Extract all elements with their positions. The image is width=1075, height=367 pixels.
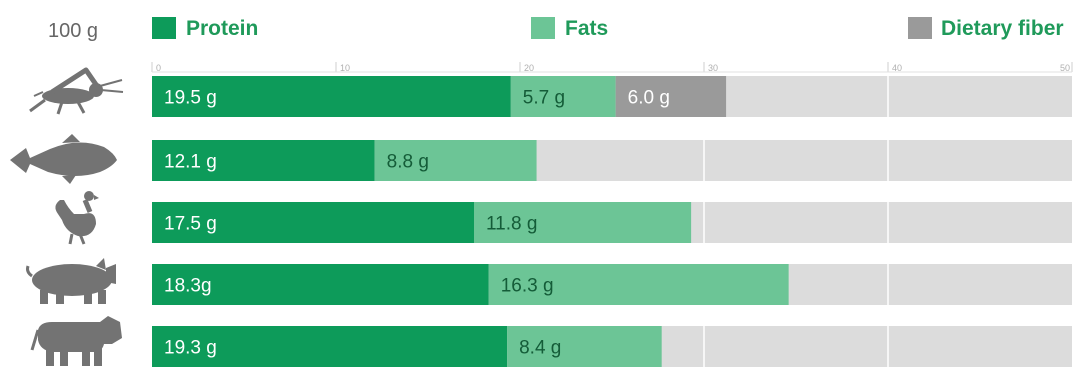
tick-label: 40 — [892, 63, 902, 73]
bar-segment-fats — [374, 140, 537, 181]
bar-segment-protein — [152, 76, 511, 117]
tick-label: 0 — [156, 63, 161, 73]
data-label: 19.5 g — [164, 88, 217, 109]
legend-swatch-protein — [152, 17, 176, 39]
data-label: 17.5 g — [164, 214, 217, 235]
pig-icon — [26, 258, 116, 304]
data-label: 12.1 g — [164, 152, 217, 173]
data-label: 6.0 g — [628, 88, 670, 109]
tick-label: 30 — [708, 63, 718, 73]
bar-segment-fats — [488, 264, 789, 305]
fish-icon — [10, 134, 117, 184]
unit-label: 100 g — [48, 20, 98, 42]
legend-swatch-fats — [531, 17, 555, 39]
data-label: 16.3 g — [501, 276, 554, 297]
bar-segment-fats — [510, 76, 616, 117]
cow-icon — [30, 316, 122, 366]
data-label: 11.8 g — [486, 214, 537, 235]
data-label: 8.4 g — [519, 338, 561, 359]
bar-segment-protein — [152, 140, 375, 181]
data-label: 8.8 g — [387, 152, 429, 173]
data-label: 18.3g — [164, 276, 212, 297]
x-axis-ticks: 0 10 20 30 40 50 — [151, 62, 1073, 73]
bar-segment-fats — [474, 202, 692, 243]
legend-swatch-dietary-fiber — [908, 17, 932, 39]
bar-segment-protein — [152, 202, 474, 243]
bars: 19.5 g 5.7 g 6.0 g 12.1 g 8.8 g 17.5 g 11.8 g 1… — [152, 76, 789, 367]
cricket-icon — [29, 67, 124, 115]
legend-label-protein: Protein — [186, 17, 258, 40]
legend-label-dietary-fiber: Dietary fiber — [941, 17, 1064, 40]
legend-label-fats: Fats — [565, 17, 608, 40]
tick-label: 20 — [524, 63, 534, 73]
bar-segment-protein — [152, 326, 508, 367]
bar-segment-fats — [507, 326, 662, 367]
data-label: 19.3 g — [164, 338, 217, 359]
bar-segment-dietary-fiber — [615, 76, 727, 117]
tick-label: 10 — [340, 63, 350, 73]
bar-segment-protein — [152, 264, 489, 305]
data-label: 5.7 g — [523, 88, 565, 109]
tick-label: 50 — [1060, 63, 1070, 73]
chicken-icon — [55, 191, 99, 245]
